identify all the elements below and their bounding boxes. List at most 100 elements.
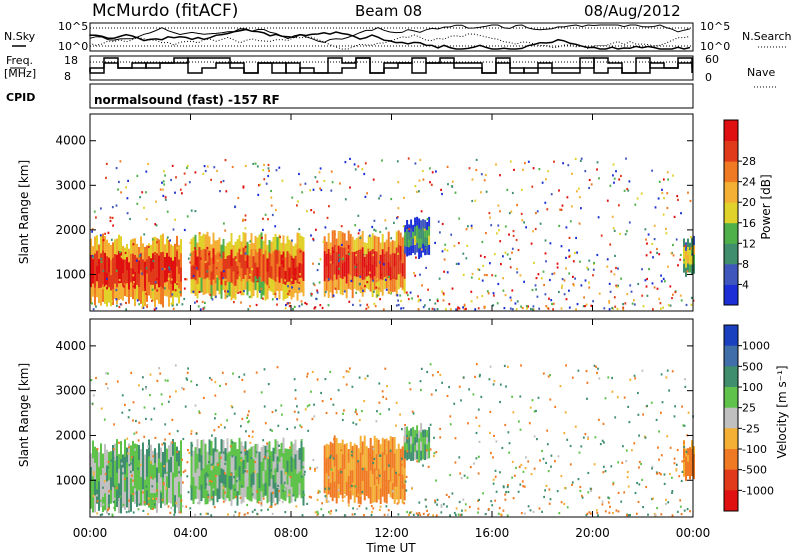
echo-point	[155, 497, 158, 500]
echo-point	[216, 169, 218, 172]
echo-point	[229, 445, 232, 448]
echo-point	[435, 451, 438, 454]
echo-cell	[290, 456, 293, 473]
echo-point	[546, 443, 549, 446]
echo-cell	[176, 461, 178, 478]
echo-point	[514, 302, 517, 305]
echo-cell	[387, 231, 390, 248]
echo-point	[256, 278, 258, 281]
echo-point	[139, 253, 142, 257]
echo-point	[504, 225, 507, 228]
echo-point	[136, 174, 139, 177]
echo-point	[373, 228, 376, 231]
echo-cell	[134, 271, 136, 290]
echo-point	[544, 201, 547, 204]
echo-cell	[248, 267, 251, 280]
echo-cell	[250, 460, 253, 475]
echo-point	[628, 421, 631, 424]
echo-cell	[238, 276, 241, 291]
echo-cell	[226, 268, 229, 283]
echo-point	[454, 191, 457, 194]
echo-cell	[369, 454, 372, 472]
echo-point	[142, 509, 145, 512]
echo-point	[358, 418, 361, 421]
echo-cell	[156, 253, 158, 270]
echo-point	[256, 512, 259, 515]
echo-cell	[178, 466, 180, 483]
echo-point	[190, 209, 193, 212]
echo-point	[105, 284, 108, 287]
echo-point	[240, 451, 243, 454]
echo-point	[558, 290, 560, 294]
echo-cell	[202, 454, 205, 470]
echo-point	[268, 468, 271, 471]
echo-point	[532, 167, 535, 170]
echo-cell	[327, 456, 330, 470]
echo-point	[651, 467, 653, 470]
echo-point	[519, 395, 522, 398]
echo-cell	[296, 450, 299, 463]
echo-cell	[150, 444, 152, 462]
echo-cell	[130, 253, 132, 269]
echo-point	[259, 290, 261, 293]
echo-point	[321, 306, 324, 310]
echo-cell	[118, 468, 120, 484]
echo-cell	[268, 277, 271, 291]
echo-cell	[323, 469, 326, 482]
echo-cell	[361, 247, 364, 265]
echo-point	[675, 238, 678, 241]
echo-point	[105, 277, 108, 280]
echo-cell	[200, 235, 203, 251]
echo-cell	[98, 495, 100, 511]
cpid-value: normalsound (fast) -157 RF	[94, 93, 280, 107]
echo-cell	[345, 254, 348, 270]
echo-point	[504, 251, 507, 254]
echo-cell	[359, 249, 362, 265]
echo-cell	[353, 251, 356, 265]
echo-point	[277, 424, 280, 427]
echo-cell	[381, 249, 384, 266]
echo-point	[92, 494, 95, 498]
echo-cell	[284, 271, 287, 286]
echo-point	[186, 461, 189, 464]
echo-cell	[150, 493, 152, 510]
echo-point	[596, 253, 599, 257]
echo-point	[297, 411, 300, 414]
echo-cell	[373, 468, 376, 486]
echo-point	[475, 457, 478, 460]
echo-cell	[395, 461, 398, 475]
echo-cell	[220, 244, 223, 259]
echo-cell	[108, 480, 110, 496]
echo-point	[681, 405, 683, 408]
echo-cell	[112, 472, 114, 488]
echo-cell	[100, 287, 102, 306]
echo-cell	[180, 494, 182, 514]
noise-tick-high: 10^5	[58, 20, 88, 33]
echo-cell	[422, 444, 425, 453]
echo-point	[654, 206, 657, 209]
echo-cell	[248, 278, 251, 292]
echo-point	[222, 270, 225, 273]
echo-point	[676, 195, 679, 198]
echo-point	[653, 286, 656, 289]
echo-point	[520, 364, 522, 367]
echo-point	[550, 299, 553, 302]
echo-cell	[381, 452, 384, 468]
echo-point	[379, 505, 382, 508]
echo-point	[361, 410, 363, 413]
echo-point	[492, 478, 495, 481]
echo-point	[506, 253, 509, 256]
echo-point	[479, 373, 481, 376]
echo-point	[341, 499, 344, 502]
echo-cell	[410, 444, 413, 453]
echo-point	[495, 440, 498, 443]
echo-point	[104, 454, 107, 457]
echo-point	[414, 239, 417, 242]
echo-point	[210, 378, 213, 381]
echo-cell	[357, 263, 360, 278]
echo-point	[295, 275, 298, 278]
echo-cell	[170, 283, 172, 298]
echo-cell	[296, 473, 299, 487]
echo-cell	[140, 449, 142, 464]
echo-cell	[274, 453, 277, 469]
